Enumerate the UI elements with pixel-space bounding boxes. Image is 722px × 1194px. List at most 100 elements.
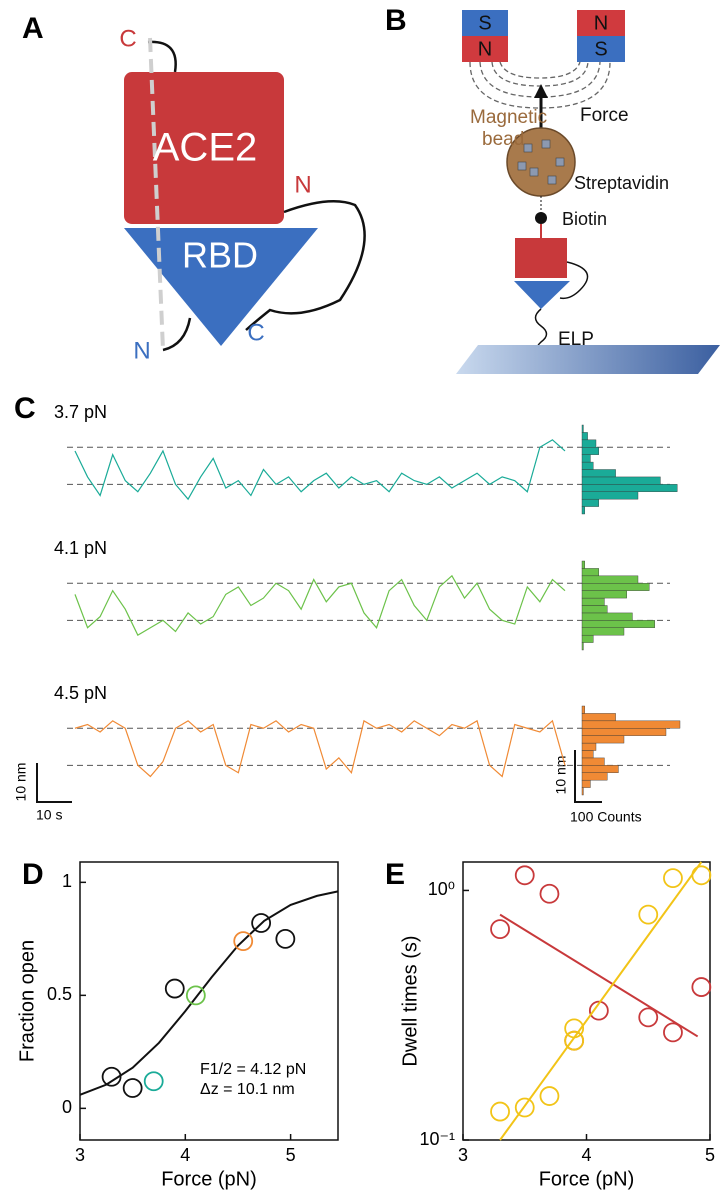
annotation: Δz = 10.1 nm [200,1081,295,1098]
histogram-bar [581,583,650,591]
y-tick-label: 10⁻¹ [419,1129,455,1149]
streptavidin-label: Streptavidin [574,173,669,193]
fit-line [499,913,699,1038]
magnet-pole: N [478,38,492,60]
x-axis-label: Force (pN) [539,1168,635,1190]
histogram-bar [581,627,625,636]
elp-label: ELP [558,329,594,350]
fit-line [79,890,339,1096]
histogram-bar [581,720,681,729]
histogram-bar [581,424,584,433]
terminus-label: N [133,337,150,364]
histogram-bar [581,772,608,781]
trace-line [74,439,566,501]
y-tick-label: 10⁰ [428,879,455,899]
histogram-bar [581,779,591,788]
histogram-bar [581,491,639,500]
panel-label: D [22,858,44,891]
fit-line [499,861,703,1141]
y-tick-label: 0.5 [47,984,72,1004]
histogram-bar [581,439,597,448]
x-tick-label: 5 [286,1145,296,1165]
histogram-bar [581,713,616,722]
force-label: Force [580,105,629,126]
data-point [564,1018,585,1039]
panel-label: A [22,12,44,45]
x-tick-label: 4 [581,1145,591,1165]
plot-frame [462,861,711,1141]
histogram-bar [581,461,594,470]
histogram-bar [581,705,585,714]
histogram-bar [581,735,625,744]
data-point [564,1030,585,1051]
scale-bars [36,750,602,803]
trace-line [74,719,566,778]
data-point [490,919,510,939]
terminus-label: C [119,25,136,52]
data-point [251,913,272,933]
data-point [275,928,296,949]
data-point [691,977,712,997]
panel-label: C [14,392,36,425]
histogram-bar [581,447,599,455]
trace-label: 3.7 pN [54,402,107,422]
data-point [143,1071,164,1092]
data-point [122,1078,143,1098]
histogram-bar [581,568,599,577]
diagram-b: S N N S Magnetic bead Force Streptavidin… [456,10,720,374]
histogram-bar [581,742,597,751]
data-point [638,1007,659,1028]
bead-label: bead [482,129,524,150]
trace-label: 4.1 pN [54,538,107,558]
data-point [539,1086,560,1106]
histogram-bar [581,757,605,766]
scale-label: 100 Counts [570,809,642,825]
x-axis-label: Force (pN) [161,1168,257,1190]
panel-label: B [385,4,407,37]
y-axis-label: Dwell times (s) [399,935,421,1066]
x-tick-label: 3 [458,1145,468,1165]
biotin-label: Biotin [562,209,607,229]
data-point [663,1022,683,1043]
scale-label: 10 nm [13,763,29,802]
magnet-pole: S [594,38,607,60]
histogram-bar [581,642,584,651]
trace-label: 4.5 pN [54,683,107,703]
histogram-bar [581,750,594,759]
histogram-bar [581,590,627,599]
magnet-pole: S [478,12,491,34]
data-point [490,1101,510,1122]
y-axis-label: Fraction open [16,940,38,1062]
histogram-bar [581,634,594,643]
data-point [233,931,254,952]
data-point [514,1097,535,1118]
x-tick-label: 5 [705,1145,715,1165]
histogram-bar [581,765,619,773]
diagram-a: ACE2 RBD C N N C [119,25,366,364]
trace-line [74,574,566,637]
histogram-bar [581,597,605,606]
x-tick-label: 4 [180,1145,190,1165]
histogram-bar [581,612,633,621]
histogram-bar [581,469,616,478]
histogram-bar [581,476,661,485]
annotation: F1/2 = 4.12 pN [200,1061,306,1078]
histogram-bar [581,432,588,441]
histogram-bar [581,605,608,614]
histogram-bar [581,560,585,569]
data-point [691,865,712,886]
bead-label: Magnetic [470,107,547,128]
data-point [514,865,535,886]
ace2-label: ACE2 [153,126,258,170]
panel-label: E [385,858,405,891]
data-point [588,1000,609,1021]
histogram-bar [581,454,591,463]
histogram-bar [581,506,585,515]
data-point [638,904,659,925]
histogram-bar [581,575,639,584]
data-point [663,868,683,889]
terminus-label: N [294,171,311,198]
y-tick-label: 0 [62,1097,72,1117]
x-tick-label: 3 [75,1145,85,1165]
